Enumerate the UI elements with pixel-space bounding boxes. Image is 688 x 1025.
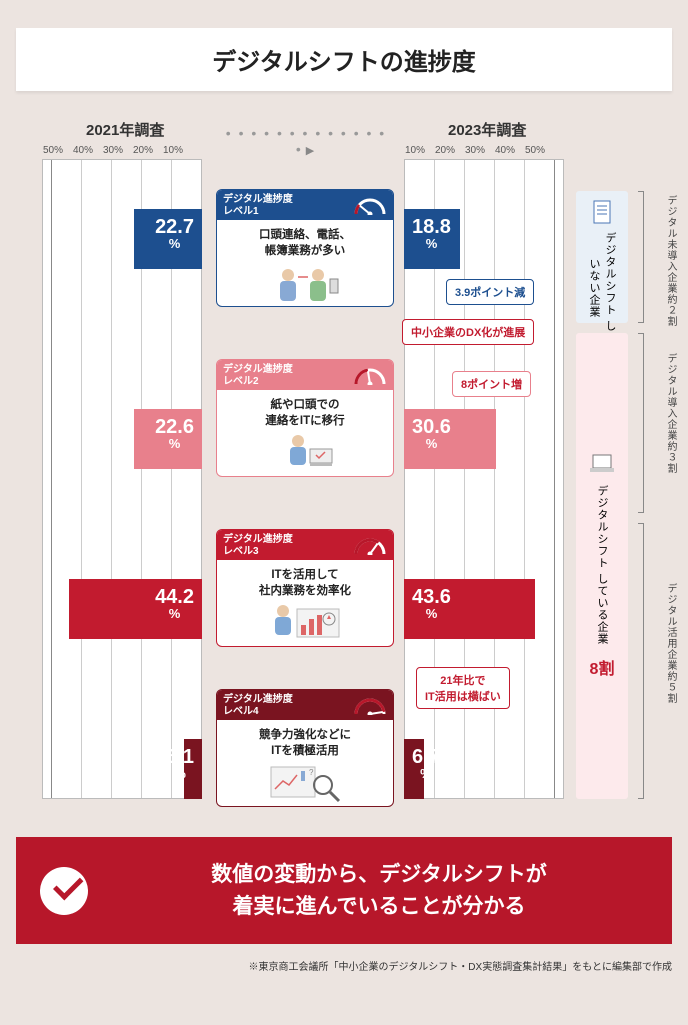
survey-label-left: 2021年調査 <box>86 119 164 140</box>
gauge-icon <box>353 537 387 555</box>
bar-right-level1: 18.8% <box>404 209 460 269</box>
level-card-2: デジタル進捗度レベル2紙や口頭での 連絡をITに移行 <box>216 359 394 477</box>
bar-left-level3: 44.2% <box>69 579 202 639</box>
check-icon <box>40 867 88 915</box>
callout: 3.9ポイント減 <box>446 279 534 305</box>
chart-area: 2021年調査 2023年調査 • • • • • • • • • • • • … <box>16 119 672 819</box>
axis-ticks-right: 10%20%30%40%50% <box>400 145 550 156</box>
bracket-label: デジタル未導入企業約２割 <box>652 195 678 327</box>
bar-left-level4: 6.1% <box>184 739 202 799</box>
survey-label-right: 2023年調査 <box>448 119 526 140</box>
bracket-label: デジタル導入企業約３割 <box>652 353 678 474</box>
level-illustration <box>217 260 393 306</box>
bar-left-level1: 22.7% <box>134 209 202 269</box>
page-title: デジタルシフトの進捗度 <box>16 28 672 91</box>
bar-right-level4: 6.7% <box>404 739 424 799</box>
conclusion-text: 数値の変動から、デジタルシフトが 着実に進んでいることが分かる <box>211 863 547 918</box>
side-summary-shifted: デジタルシフト している企業8割 <box>576 333 628 799</box>
level-illustration <box>217 430 393 476</box>
level-illustration <box>217 600 393 646</box>
conclusion-banner: 数値の変動から、デジタルシフトが 着実に進んでいることが分かる <box>16 837 672 944</box>
source-note: ※東京商工会議所「中小企業のデジタルシフト・DX実態調査集計結果」をもとに編集部… <box>16 958 672 973</box>
bracket-label: デジタル活用企業約５割 <box>652 583 678 704</box>
gauge-icon <box>353 697 387 715</box>
level-card-4: デジタル進捗度レベル4競争力強化などに ITを積極活用? <box>216 689 394 807</box>
laptop-icon <box>589 453 615 475</box>
bar-left-level2: 22.6% <box>134 409 202 469</box>
document-icon <box>591 199 613 225</box>
gauge-icon <box>353 367 387 385</box>
bar-right-level3: 43.6% <box>404 579 535 639</box>
callout: 21年比で IT活用は横ばい <box>416 667 510 709</box>
arrow-icon: • • • • • • • • • • • • • • <box>216 125 396 157</box>
bar-right-level2: 30.6% <box>404 409 496 469</box>
callout: 中小企業のDX化が進展 <box>402 319 534 345</box>
gauge-icon <box>353 197 387 215</box>
level-card-3: デジタル進捗度レベル3ITを活用して 社内業務を効率化 <box>216 529 394 647</box>
level-illustration: ? <box>217 760 393 806</box>
level-card-1: デジタル進捗度レベル1口頭連絡、電話、 帳簿業務が多い <box>216 189 394 307</box>
callout: 8ポイント増 <box>452 371 531 397</box>
axis-ticks-left: 10%20%30%40%50% <box>38 145 188 156</box>
svg-text:?: ? <box>309 768 314 777</box>
side-summary-not-shifted: デジタルシフト していない企業2割 <box>576 191 628 323</box>
